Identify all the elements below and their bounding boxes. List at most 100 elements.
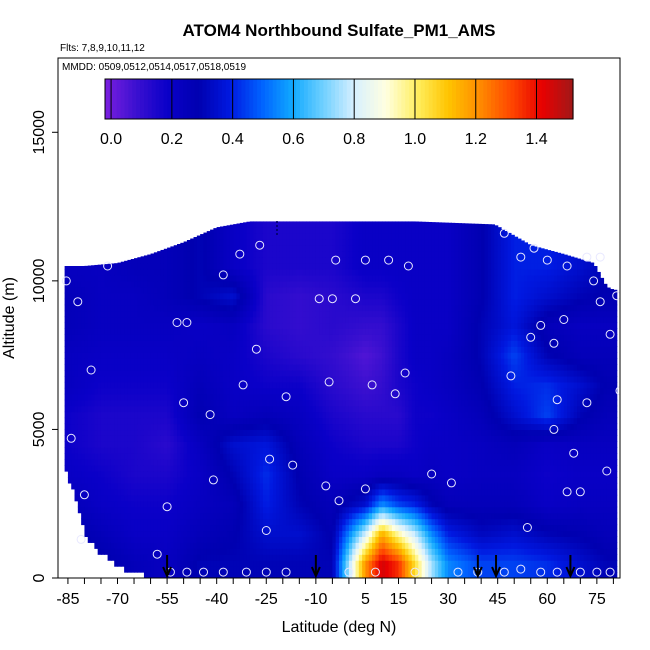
- heatmap-cell: [157, 393, 162, 401]
- heatmap-cell: [74, 328, 79, 335]
- heatmap-cell: [124, 482, 129, 490]
- heatmap-cell: [74, 381, 79, 389]
- heatmap-cell: [100, 268, 105, 276]
- heatmap-cell: [183, 482, 188, 490]
- heatmap-cell: [249, 233, 254, 240]
- heatmap-cell: [150, 257, 155, 264]
- heatmap-cell: [233, 405, 238, 413]
- heatmap-cell: [94, 316, 99, 324]
- heatmap-cell: [107, 322, 112, 329]
- heatmap-cell: [253, 447, 257, 454]
- heatmap-cell: [87, 340, 92, 347]
- heatmap-cell: [210, 554, 214, 561]
- heatmap-cell: [153, 405, 158, 413]
- heatmap-cell: [163, 500, 168, 508]
- heatmap-cell: [253, 435, 257, 442]
- heatmap-cell: [200, 322, 205, 329]
- heatmap-cell: [193, 298, 198, 306]
- heatmap-cell: [180, 251, 185, 258]
- heatmap-cell: [223, 340, 228, 347]
- heatmap-cell: [223, 358, 228, 365]
- heatmap-cell: [253, 423, 257, 431]
- heatmap-cell: [163, 453, 168, 460]
- heatmap-cell: [193, 560, 198, 567]
- heatmap-cell: [266, 453, 271, 460]
- heatmap-cell: [100, 399, 105, 407]
- heatmap-cell: [163, 488, 168, 496]
- heatmap-cell: [203, 239, 208, 246]
- heatmap-cell: [177, 560, 181, 567]
- heatmap-cell: [259, 316, 264, 324]
- heatmap-cell: [213, 328, 218, 335]
- heatmap-cell: [170, 358, 175, 365]
- heatmap-cell: [219, 530, 224, 537]
- heatmap-cell: [219, 423, 224, 431]
- heatmap-cell: [173, 364, 178, 371]
- heatmap-cell: [236, 298, 241, 306]
- heatmap-cell: [177, 244, 181, 246]
- heatmap-cell: [180, 471, 185, 478]
- heatmap-cell: [134, 459, 138, 466]
- heatmap-cell: [100, 476, 105, 484]
- heatmap-cell: [246, 447, 251, 454]
- heatmap-cell: [147, 506, 152, 514]
- heatmap-cell: [163, 554, 168, 561]
- heatmap-cell: [147, 482, 152, 490]
- heatmap-cell: [239, 512, 244, 520]
- heatmap-cell: [147, 494, 152, 502]
- heatmap-cell: [229, 364, 234, 371]
- heatmap-cell: [67, 322, 72, 329]
- heatmap-cell: [253, 245, 257, 252]
- heatmap-cell: [100, 435, 105, 442]
- heatmap-cell: [110, 417, 115, 425]
- heatmap-cell: [233, 572, 238, 578]
- heatmap-cell: [239, 411, 244, 419]
- heatmap-cell: [134, 411, 138, 419]
- heatmap-cell: [81, 441, 86, 448]
- heatmap-cell: [160, 441, 165, 448]
- heatmap-cell: [216, 298, 221, 306]
- heatmap-cell: [160, 542, 165, 549]
- heatmap-cell: [110, 500, 115, 508]
- heatmap-cell: [87, 536, 92, 543]
- heatmap-cell: [107, 280, 112, 288]
- heatmap-cell: [226, 268, 231, 276]
- heatmap-cell: [223, 346, 228, 353]
- heatmap-cell: [213, 322, 218, 329]
- heatmap-cell: [137, 381, 142, 389]
- heatmap-cell: [127, 358, 132, 365]
- heatmap-cell: [84, 340, 89, 347]
- heatmap-cell: [110, 506, 115, 514]
- heatmap-cell: [163, 352, 168, 359]
- heatmap-cell: [167, 370, 171, 377]
- heatmap-cell: [200, 512, 205, 520]
- heatmap-cell: [190, 566, 195, 573]
- heatmap-cell: [236, 572, 241, 578]
- heatmap-cell: [163, 506, 168, 514]
- heatmap-cell: [77, 304, 82, 312]
- heatmap-cell: [186, 566, 191, 573]
- heatmap-cell: [143, 429, 148, 436]
- heatmap-cell: [196, 286, 201, 294]
- heatmap-cell: [259, 548, 264, 555]
- heatmap-cell: [236, 471, 241, 478]
- heatmap-cell: [216, 423, 221, 431]
- heatmap-cell: [153, 352, 158, 359]
- heatmap-cell: [153, 512, 158, 520]
- heatmap-cell: [243, 488, 248, 496]
- heatmap-cell: [173, 405, 178, 413]
- heatmap-cell: [110, 453, 115, 460]
- heatmap-cell: [97, 518, 102, 526]
- heatmap-cell: [229, 459, 234, 466]
- heatmap-cell: [110, 530, 115, 537]
- heatmap-cell: [256, 286, 261, 294]
- heatmap-cell: [157, 358, 162, 365]
- heatmap-cell: [256, 352, 261, 359]
- heatmap-cell: [104, 352, 109, 359]
- heatmap-cell: [186, 381, 191, 389]
- heatmap-cell: [117, 322, 122, 329]
- heatmap-cell: [94, 453, 99, 460]
- heatmap-cell: [140, 518, 145, 526]
- heatmap-cell: [84, 316, 89, 324]
- heatmap-cell: [160, 482, 165, 490]
